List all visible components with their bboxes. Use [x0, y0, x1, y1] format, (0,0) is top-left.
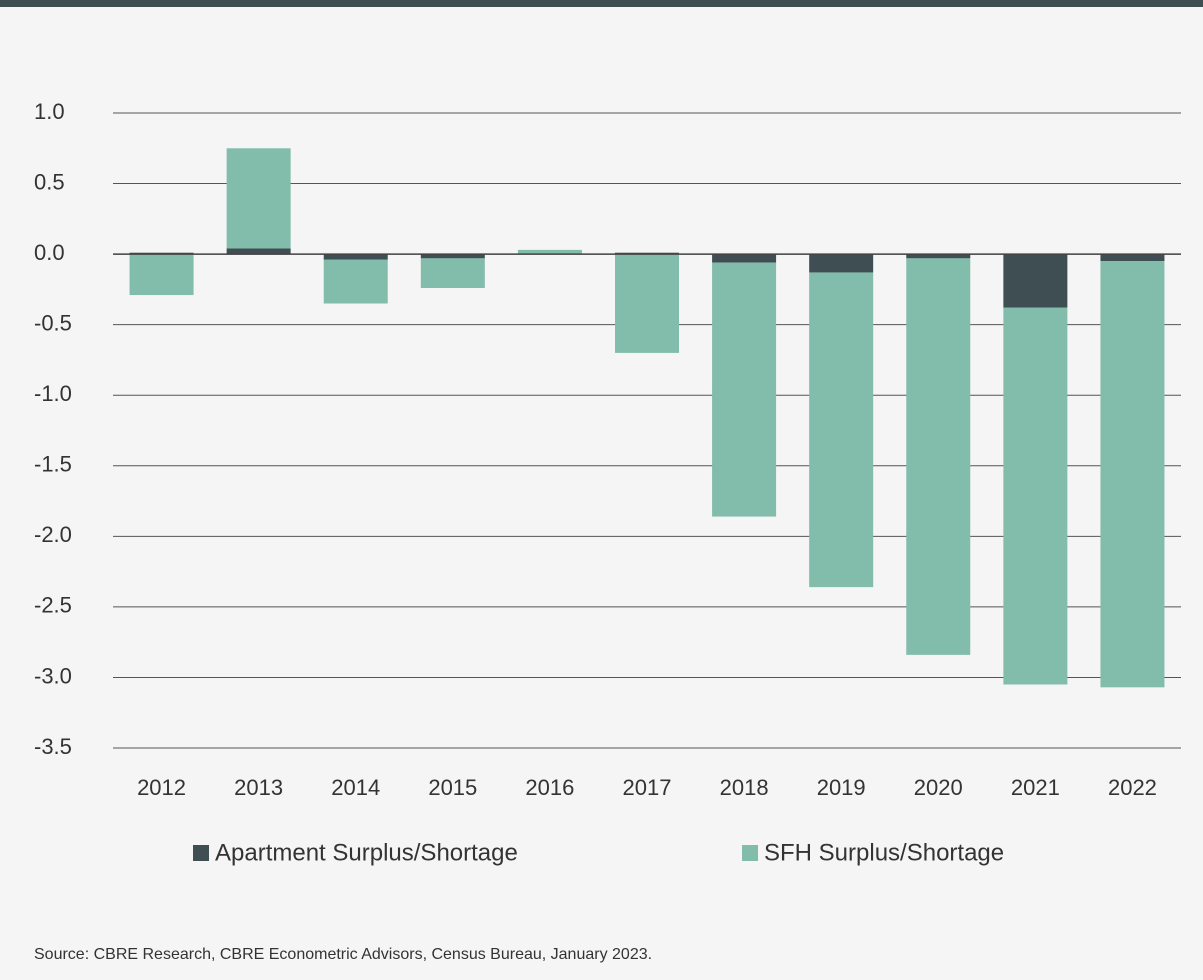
bar-segment — [420, 258, 485, 288]
source-note: Source: CBRE Research, CBRE Econometric … — [34, 946, 652, 963]
bar-segment — [420, 254, 485, 259]
bar-segment — [226, 248, 291, 255]
x-tick-label: 2016 — [525, 775, 574, 800]
bar-segment — [129, 254, 194, 296]
y-tick-label: 1.0 — [34, 99, 65, 124]
bar-segment — [1100, 261, 1165, 688]
x-tick-label: 2013 — [234, 775, 283, 800]
legend-label: SFH Surplus/Shortage — [764, 839, 1004, 866]
bar-segment — [517, 249, 582, 255]
bar-segment — [1003, 307, 1068, 685]
x-tick-label: 2015 — [428, 775, 477, 800]
y-tick-label: -0.5 — [34, 310, 72, 335]
legend-swatch — [742, 845, 758, 861]
x-tick-label: 2019 — [817, 775, 866, 800]
y-tick-label: -1.0 — [34, 381, 72, 406]
y-tick-label: -1.5 — [34, 452, 72, 477]
bar-segment — [906, 258, 971, 655]
y-tick-label: 0.5 — [34, 169, 65, 194]
x-tick-label: 2022 — [1108, 775, 1157, 800]
x-tick-label: 2017 — [623, 775, 672, 800]
y-tick-label: -2.5 — [34, 593, 72, 618]
top-rule — [0, 0, 1203, 7]
bar-segment — [1003, 254, 1068, 308]
y-tick-label: -3.0 — [34, 663, 72, 688]
bar-segment — [906, 254, 971, 259]
x-tick-label: 2018 — [720, 775, 769, 800]
x-tick-label: 2012 — [137, 775, 186, 800]
bar-segment — [1100, 254, 1165, 262]
y-tick-label: -3.5 — [34, 734, 72, 759]
legend-swatch — [193, 845, 209, 861]
bar-segment — [809, 254, 874, 273]
bar-segment — [712, 262, 777, 517]
legend-label: Apartment Surplus/Shortage — [215, 839, 518, 866]
x-tick-label: 2021 — [1011, 775, 1060, 800]
bar-segment — [809, 272, 874, 588]
bar-segment — [323, 254, 388, 260]
x-tick-label: 2014 — [331, 775, 380, 800]
bar-segment — [226, 148, 291, 249]
y-tick-label: 0.0 — [34, 240, 65, 265]
y-tick-label: -2.0 — [34, 522, 72, 547]
bar-segment — [615, 254, 679, 353]
bar-segment — [323, 259, 388, 304]
x-tick-label: 2020 — [914, 775, 963, 800]
bar-segment — [712, 254, 777, 263]
